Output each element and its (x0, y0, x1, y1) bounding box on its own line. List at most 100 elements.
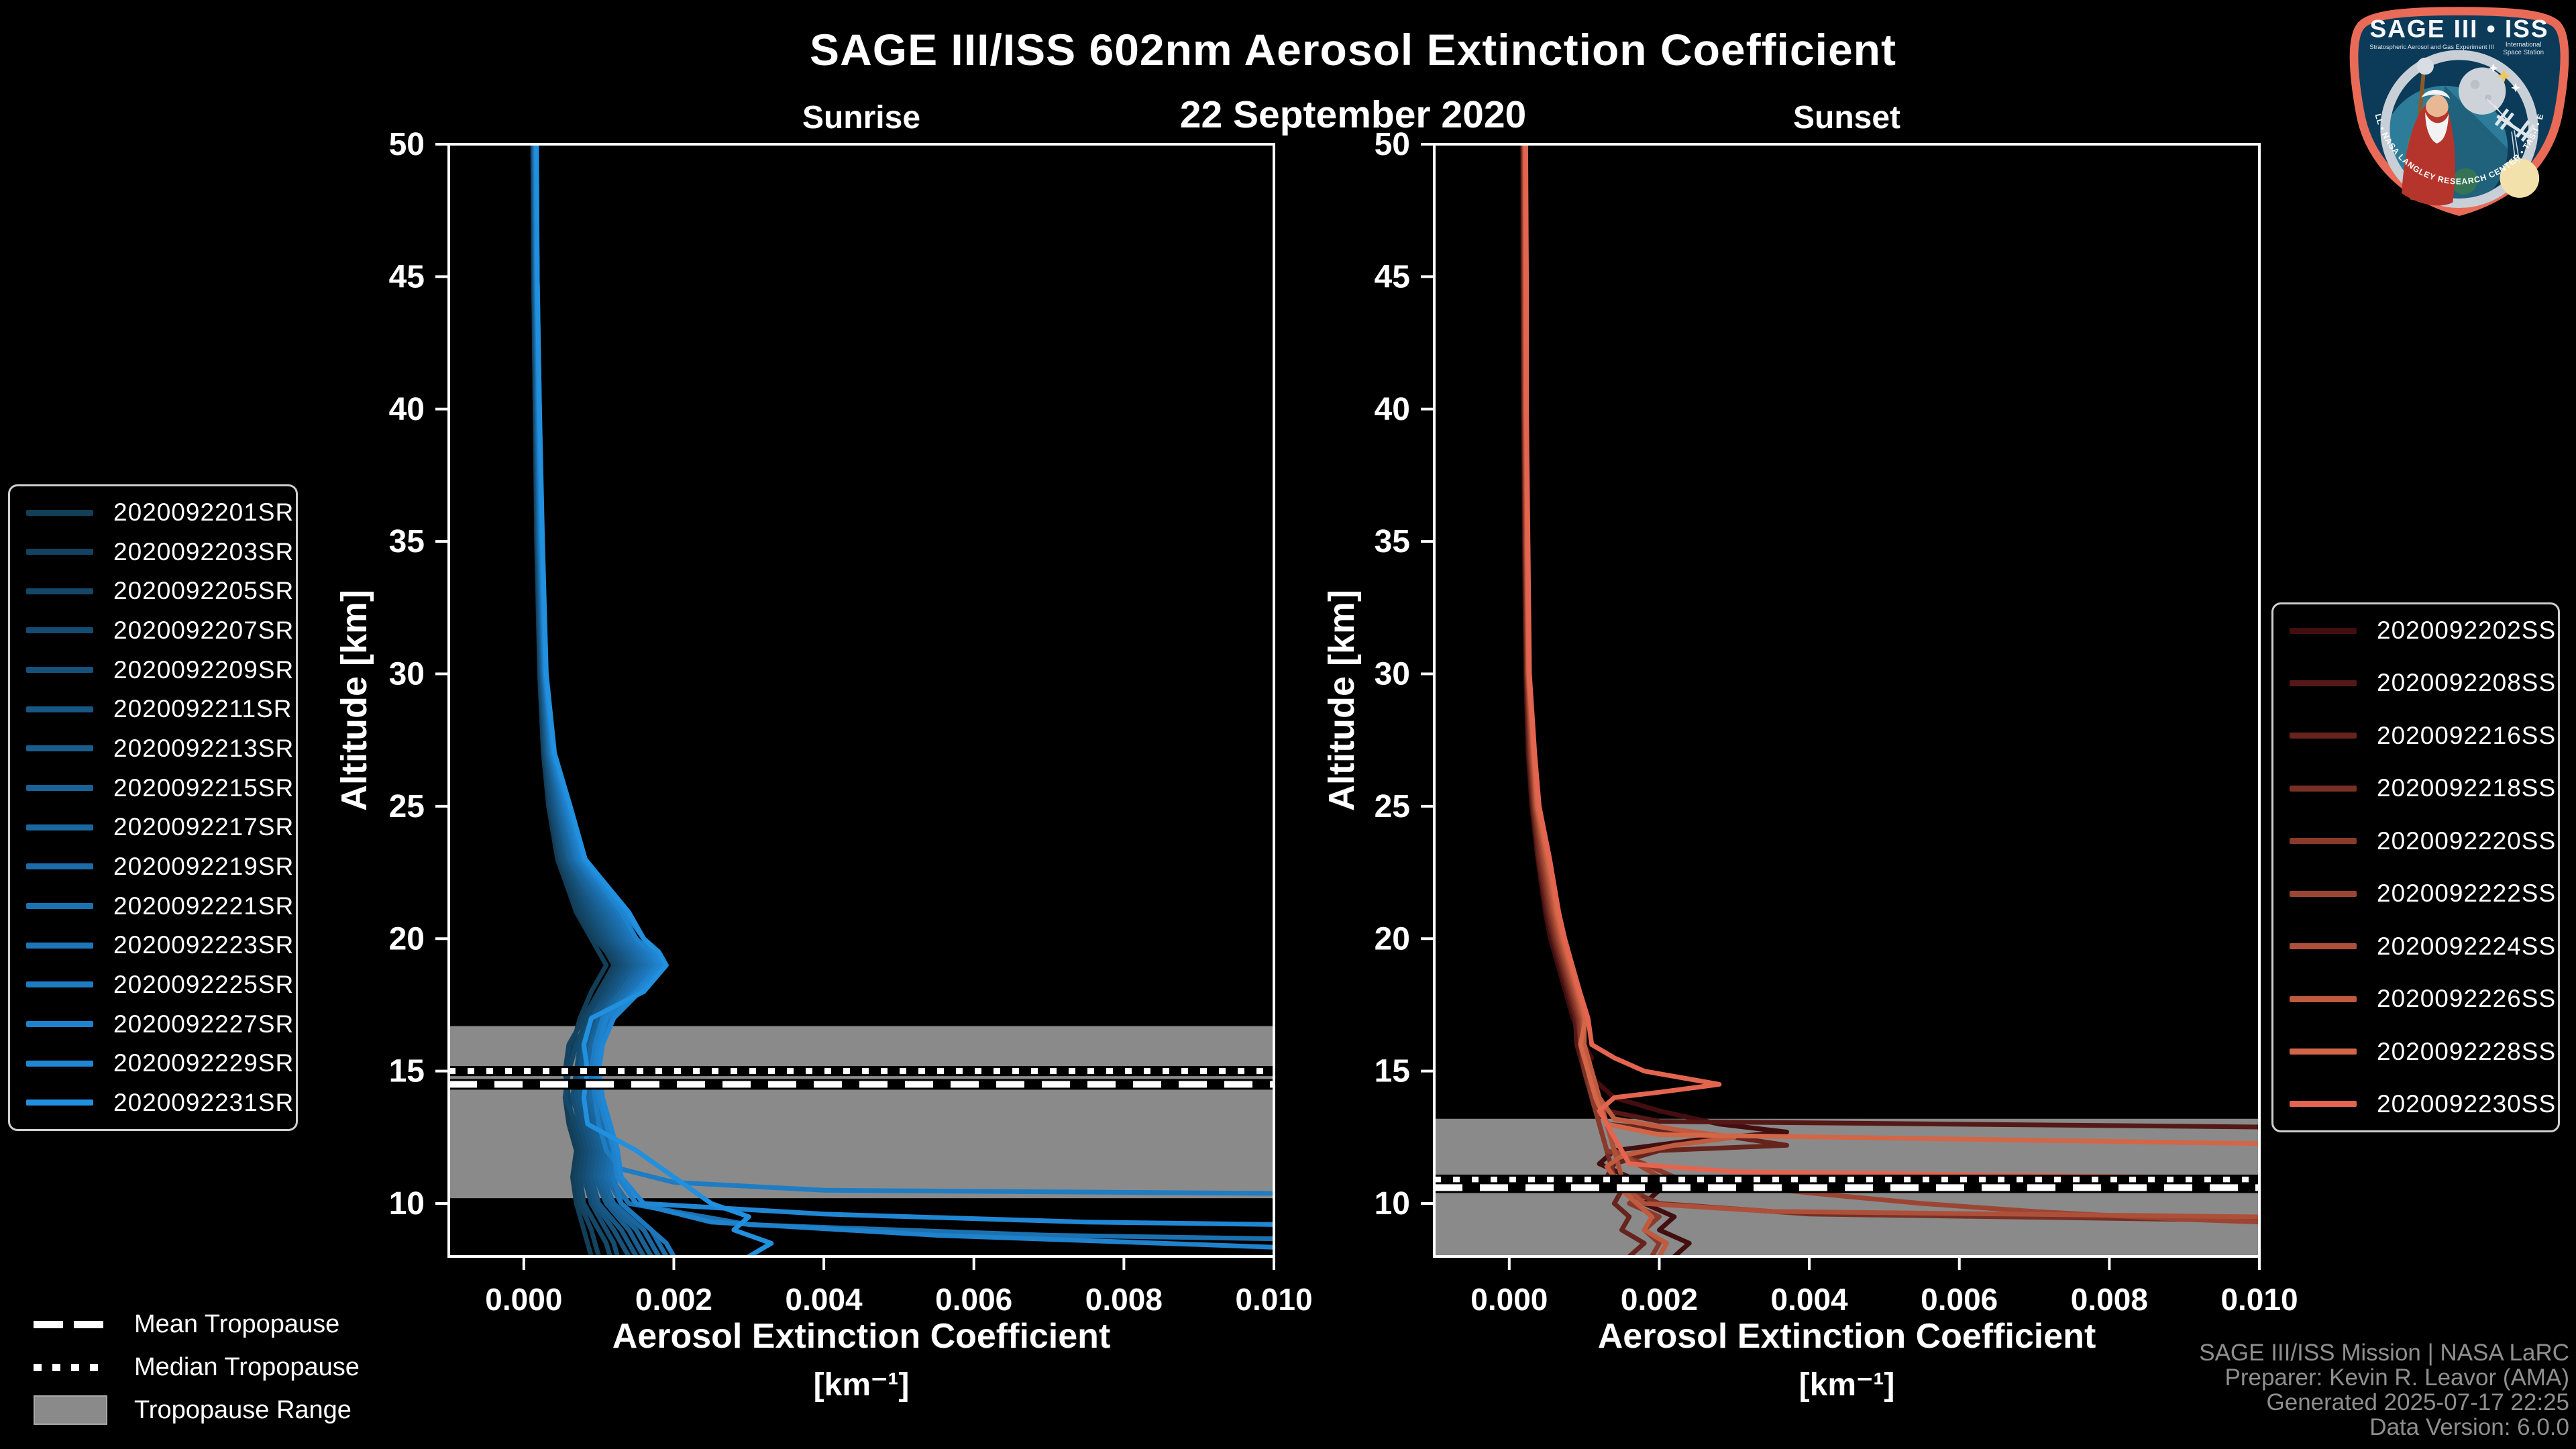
legend-item: 2020092218SS (2290, 774, 2555, 802)
y-tick-label: 30 (1375, 657, 1410, 692)
y-axis-label-sunrise: Altitude [km] (334, 590, 374, 811)
legend-line-swatch (2290, 785, 2357, 792)
legend-event-label: 2020092224SS (2377, 932, 2557, 960)
tropopause-range-label: Tropopause Range (134, 1395, 352, 1424)
y-axis-label-sunset: Altitude [km] (1322, 590, 1362, 811)
legend-item: 2020092223SR (26, 931, 293, 959)
legend-event-label: 2020092219SR (113, 852, 294, 880)
y-tick-label: 10 (389, 1186, 425, 1222)
mean-tropopause-dashed-swatch (34, 1320, 107, 1328)
x-axis-label-sunset: Aerosol Extinction Coefficient (1597, 1317, 2096, 1356)
plot-area-sunset (1434, 144, 2259, 1256)
legend-item: 2020092230SS (2290, 1090, 2555, 1118)
y-tick-label: 40 (1375, 392, 1410, 427)
patch-ring (2380, 50, 2538, 209)
profile-line-2020092202SS (1520, 144, 1789, 1256)
legend-event-label: 2020092221SR (113, 892, 294, 920)
patch-title: SAGE III • ISS (2369, 15, 2548, 43)
legend-item: 2020092227SR (26, 1010, 293, 1038)
attribution-block: SAGE III/ISS Mission | NASA LaRC Prepare… (2199, 1340, 2569, 1440)
legend-line-swatch (26, 1099, 93, 1106)
profile-line-2020092222SS (1521, 144, 2259, 1225)
legend-event-label: 2020092201SR (113, 498, 294, 526)
y-tick-label: 25 (1375, 789, 1410, 824)
attribution-generated: Generated 2025-07-17 22:25 (2266, 1389, 2569, 1415)
x-tick-label: 0.004 (1771, 1282, 1849, 1317)
legend-line-swatch (26, 627, 93, 634)
y-tick-label: 50 (389, 127, 425, 162)
profile-line-2020092228SS (1523, 144, 2259, 1146)
legend-item: 2020092201SR (26, 498, 293, 527)
x-tick-label: 0.006 (1921, 1282, 1998, 1317)
legend-line-swatch (26, 1060, 93, 1067)
legend-event-label: 2020092218SS (2377, 774, 2557, 802)
legend-event-label: 2020092207SR (113, 616, 294, 644)
legend-line-swatch (2290, 996, 2357, 1002)
y-tick-label: 10 (1375, 1186, 1410, 1222)
legend-item-tropopause-range: Tropopause Range (34, 1395, 360, 1425)
x-tick-label: 0.010 (1235, 1282, 1312, 1317)
moon-crater (2470, 80, 2480, 89)
profile-line-2020092208SS (1520, 144, 2259, 1130)
sage-figure (2402, 57, 2455, 206)
legend-event-label: 2020092213SR (113, 734, 294, 762)
legend-line-swatch (26, 863, 93, 870)
profile-line-2020092230SS (1523, 144, 2259, 1181)
date-subtitle: 22 September 2020 (1179, 93, 1527, 136)
iss-icon (2494, 108, 2536, 142)
legend-item: 2020092220SS (2290, 827, 2555, 855)
legend-line-swatch (2290, 943, 2357, 950)
y-tick-label: 15 (1375, 1054, 1410, 1089)
sage-iii-iss-mission-patch: SAGE III • ISS Stratospheric Aerosol and… (2345, 0, 2571, 217)
y-tick-label: 40 (389, 392, 425, 427)
legend-event-label: 2020092215SR (113, 773, 294, 802)
legend-item: 2020092216SS (2290, 722, 2555, 750)
legend-item: 2020092209SR (26, 656, 293, 684)
legend-line-swatch (26, 706, 93, 712)
x-tick-label: 0.000 (1470, 1282, 1548, 1317)
legend-line-swatch (2290, 733, 2357, 739)
legend-line-swatch (26, 745, 93, 752)
y-tick-label: 50 (1375, 127, 1410, 162)
legend-item: 2020092228SS (2290, 1038, 2555, 1066)
legend-sunrise-events: 2020092201SR 2020092203SR 2020092205SR 2020… (8, 484, 298, 1131)
x-tick-label: 0.002 (635, 1282, 712, 1317)
legend-event-label: 2020092211SR (113, 695, 292, 723)
legend-event-label: 2020092217SR (113, 813, 294, 841)
legend-item: 2020092226SS (2290, 985, 2555, 1013)
earth-continent (2453, 168, 2478, 195)
legend-line-swatch (2290, 1049, 2357, 1055)
legend-line-swatch (2290, 1101, 2357, 1108)
legend-event-label: 2020092230SS (2377, 1089, 2557, 1118)
legend-line-swatch (2290, 890, 2357, 897)
sun-icon (2500, 158, 2540, 198)
legend-item: 2020092205SR (26, 577, 293, 605)
legend-event-label: 2020092226SS (2377, 985, 2557, 1013)
legend-item: 2020092221SR (26, 892, 293, 920)
legend-item: 2020092229SR (26, 1049, 293, 1077)
mean-tropopause-label: Mean Tropopause (134, 1309, 340, 1338)
profile-line-2020092226SS (1522, 144, 1737, 1256)
legend-item: 2020092217SR (26, 813, 293, 841)
median-tropopause-dotted-swatch (34, 1363, 107, 1371)
legend-event-label: 2020092225SR (113, 970, 294, 998)
tropopause-legend: Mean Tropopause Median Tropopause Tropop… (34, 1309, 360, 1425)
y-tick-label: 45 (389, 259, 425, 294)
x-tick-label: 0.000 (485, 1282, 562, 1317)
y-tick-label: 30 (389, 657, 425, 692)
x-tick-label: 0.006 (935, 1282, 1012, 1317)
legend-event-label: 2020092223SR (113, 931, 294, 959)
profile-line-2020092218SS (1521, 144, 2259, 1223)
legend-item-mean-tropopause: Mean Tropopause (34, 1309, 360, 1339)
legend-event-label: 2020092222SS (2377, 879, 2557, 908)
legend-line-swatch (26, 588, 93, 594)
y-tick-label: 15 (389, 1054, 425, 1089)
legend-item: 2020092225SR (26, 971, 293, 999)
patch-subtitle-left: Stratospheric Aerosol and Gas Experiment… (2369, 44, 2493, 50)
tropopause-range-swatch (34, 1395, 107, 1425)
median-tropopause-label: Median Tropopause (134, 1352, 360, 1381)
legend-event-label: 2020092227SR (113, 1010, 294, 1038)
plot-area-sunrise (449, 144, 1274, 1256)
legend-item: 2020092213SR (26, 735, 293, 763)
legend-line-swatch (26, 549, 93, 555)
